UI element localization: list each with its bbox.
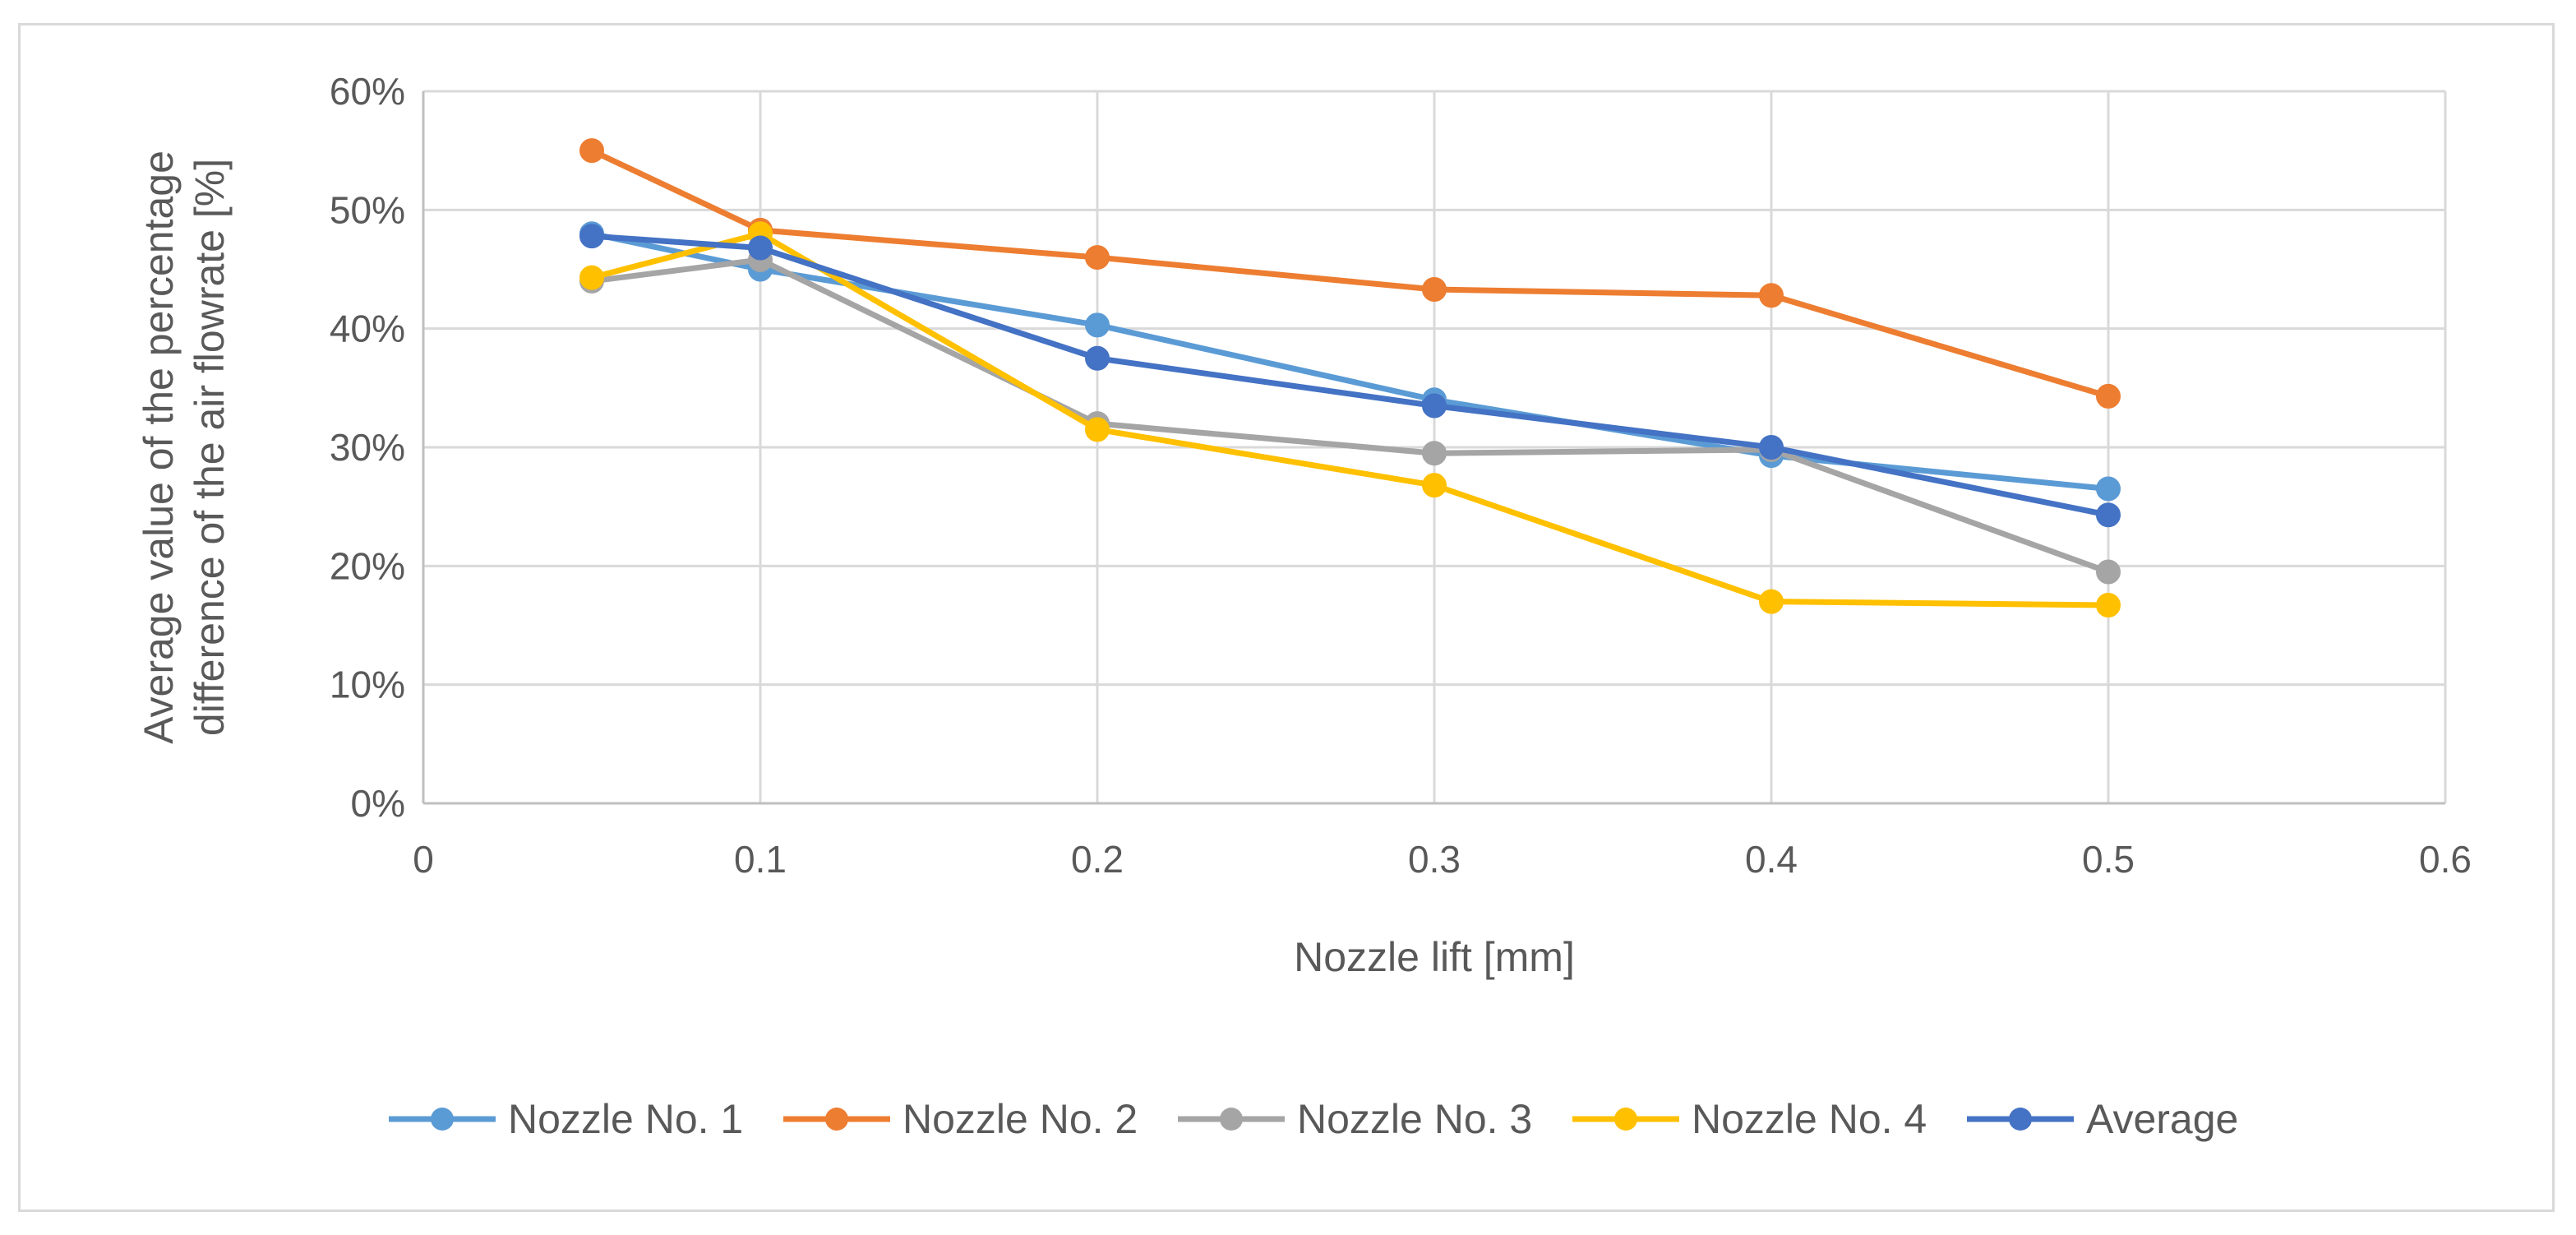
legend-label: Nozzle No. 4 (1692, 1096, 1927, 1142)
data-point (2096, 559, 2121, 585)
y-tick-label: 20% (330, 544, 405, 587)
series-line (589, 230, 2112, 493)
data-point (2096, 502, 2121, 528)
y-tick-label: 40% (330, 308, 405, 350)
line-chart: 0% 10% 20% 30% 40% 50% 60% 0 0.1 0.2 0.3 0.4 0.5 0.6… (136, 70, 2472, 1142)
legend-swatch-marker (825, 1108, 848, 1131)
series-nozzle-no-2 (579, 138, 2121, 409)
y-axis-title: Average value of the percentage differenc… (136, 150, 233, 744)
data-point (579, 224, 604, 249)
legend-swatch-marker (2009, 1108, 2032, 1131)
y-axis-title-line: Average value of the percentage (136, 150, 182, 744)
legend-label: Nozzle No. 3 (1297, 1096, 1532, 1142)
x-tick-label: 0.4 (1745, 838, 1798, 881)
y-axis-title-line: difference of the air flowrate [%] (187, 159, 233, 736)
y-tick-label: 0% (351, 782, 405, 825)
data-point (579, 265, 604, 290)
data-point (1085, 312, 1110, 338)
y-tick-label: 10% (330, 664, 405, 706)
data-point (1759, 435, 1784, 460)
legend: Nozzle No. 1 Nozzle No. 2 Nozzle No. 3 Nozz… (389, 1096, 2238, 1142)
data-point (1422, 473, 1447, 498)
legend-swatch-marker (1220, 1108, 1243, 1131)
series-nozzle-no-3 (579, 247, 2121, 585)
legend-item-nozzle-no-4: Nozzle No. 4 (1572, 1096, 1927, 1142)
data-point (1422, 441, 1447, 466)
grid-lines (423, 90, 2447, 803)
legend-label: Average (2086, 1096, 2238, 1142)
x-tick-label: 0.3 (1408, 838, 1461, 881)
data-point (2096, 476, 2121, 502)
y-tick-labels: 0% 10% 20% 30% 40% 50% 60% (330, 70, 405, 825)
data-point (2096, 592, 2121, 618)
series-line (589, 230, 2112, 608)
series-nozzle-no-4 (579, 221, 2121, 618)
legend-item-nozzle-no-3: Nozzle No. 3 (1178, 1096, 1532, 1142)
data-point (1759, 589, 1784, 614)
y-tick-label: 60% (330, 70, 405, 113)
data-series (579, 138, 2121, 618)
data-point (748, 235, 773, 261)
x-axis-title: Nozzle lift [mm] (1294, 934, 1575, 980)
legend-label: Nozzle No. 2 (903, 1096, 1138, 1142)
data-point (1085, 245, 1110, 271)
x-tick-label: 0.6 (2419, 838, 2472, 881)
y-tick-label: 30% (330, 426, 405, 469)
data-point (579, 138, 604, 164)
x-tick-labels: 0 0.1 0.2 0.3 0.4 0.5 0.6 (413, 838, 2472, 881)
x-tick-label: 0.2 (1071, 838, 1124, 881)
series-average (579, 224, 2121, 528)
legend-item-nozzle-no-1: Nozzle No. 1 (389, 1096, 743, 1142)
y-tick-label: 50% (330, 188, 405, 231)
series-line (589, 147, 2112, 400)
legend-swatch-marker (1614, 1108, 1637, 1131)
data-point (1422, 277, 1447, 303)
chart-frame: 0% 10% 20% 30% 40% 50% 60% 0 0.1 0.2 0.3 0.4 0.5 0.6… (18, 23, 2555, 1212)
x-tick-label: 0.5 (2082, 838, 2135, 881)
x-tick-label: 0 (413, 838, 434, 881)
x-tick-label: 0.1 (734, 838, 787, 881)
axes (422, 91, 2445, 805)
data-point (1085, 417, 1110, 442)
series-line (589, 257, 2112, 576)
legend-item-average: Average (1967, 1096, 2238, 1142)
legend-swatch-marker (431, 1108, 454, 1131)
data-point (2096, 383, 2121, 409)
data-point (1422, 393, 1447, 419)
data-point (1085, 345, 1110, 371)
legend-label: Nozzle No. 1 (508, 1096, 743, 1142)
data-point (1759, 283, 1784, 308)
legend-item-nozzle-no-2: Nozzle No. 2 (783, 1096, 1138, 1142)
series-line (589, 233, 2112, 518)
